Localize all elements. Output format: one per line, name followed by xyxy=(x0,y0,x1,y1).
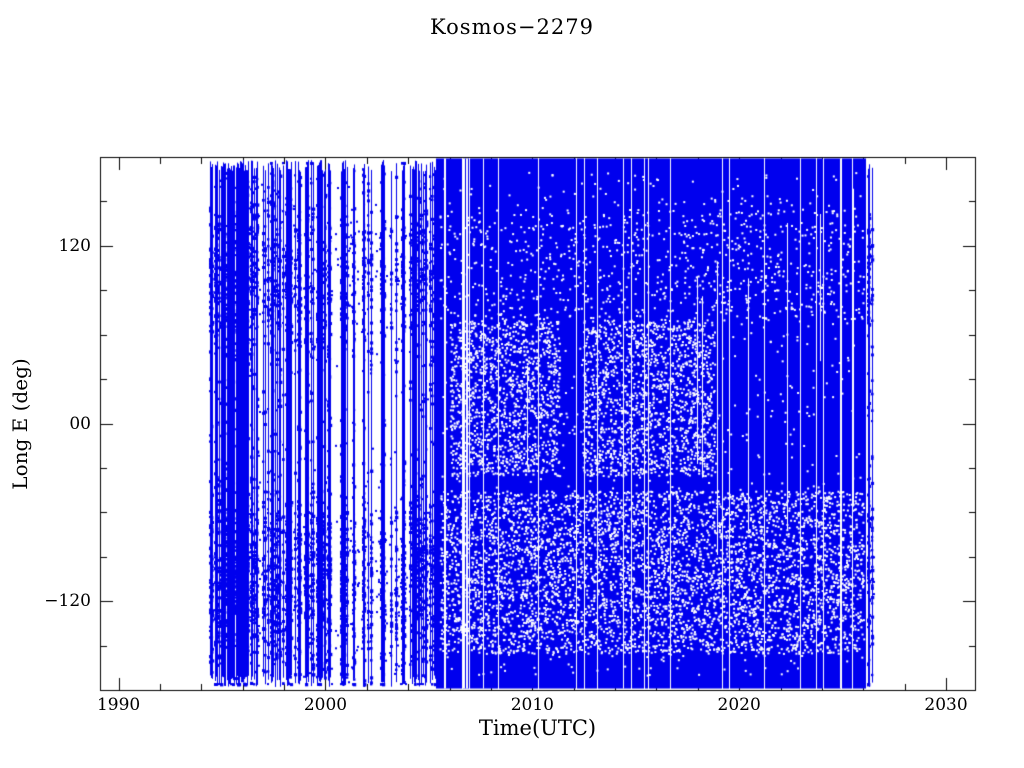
x-tick-label-2030: 2030 xyxy=(924,695,968,715)
y-tick-label-120: 120 xyxy=(58,235,91,256)
y-axis-label: Long E (deg) xyxy=(8,358,32,490)
x-tick-label-2020: 2020 xyxy=(717,695,761,715)
chart-title: Kosmos−2279 xyxy=(430,15,594,39)
y-tick-label--120: −120 xyxy=(44,591,91,612)
x-axis-label: Time(UTC) xyxy=(478,716,597,740)
x-tick-label-2000: 2000 xyxy=(303,695,348,715)
x-tick-label-2010: 2010 xyxy=(510,695,554,715)
x-tick-label-1990: 1990 xyxy=(96,695,141,715)
y-tick-label-0: 00 xyxy=(69,413,91,434)
